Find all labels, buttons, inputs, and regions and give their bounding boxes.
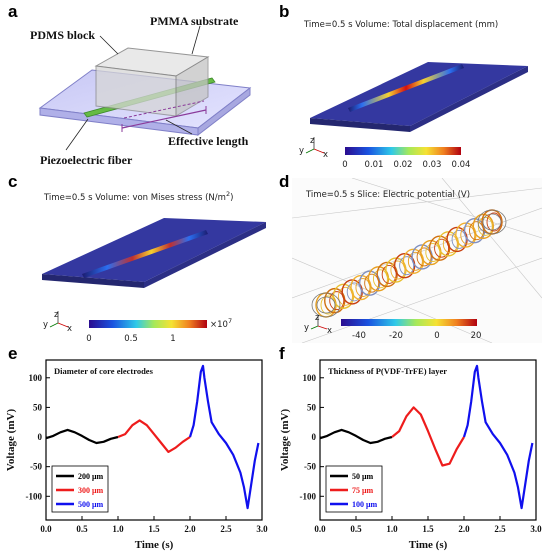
y-tick-label: -100 (300, 491, 317, 501)
svg-text:0.01: 0.01 (365, 160, 384, 170)
svg-text:z: z (310, 136, 315, 146)
panel-c-stress: Time=0.5 s Volume: von Mises stress (N/m… (42, 190, 266, 343)
svg-text:0.03: 0.03 (423, 160, 442, 170)
svg-text:y: y (299, 146, 304, 156)
colorbar-c (89, 320, 207, 328)
svg-text:-40: -40 (352, 331, 366, 341)
panel-label-d: d (279, 172, 290, 191)
colorbar-b (345, 147, 461, 155)
x-tick-label: 3.0 (530, 524, 542, 534)
colorbar-ticks-d: -40 -20 0 20 (352, 331, 481, 341)
panel-label-b: b (279, 2, 290, 21)
chart-f-series-0 (319, 428, 393, 445)
chart-f: Thickness of P(VDF-TrFE) layer 0.0 0.5 1.0 1… (279, 359, 542, 551)
panel-label-a: a (8, 2, 18, 21)
end-caps (311, 209, 507, 318)
plot-title: Thickness of P(VDF-TrFE) layer (328, 366, 447, 376)
chart-e-series-2 (188, 364, 260, 510)
y-tick-label: 50 (307, 402, 317, 412)
panel-b-displacement: Time=0.5 s Volume: Total displacement (m… (299, 20, 528, 170)
pdms-block-label: PDMS block (30, 28, 95, 42)
panel-label-c: c (8, 172, 18, 191)
colorbar-d (341, 319, 477, 326)
panel-label-f: f (279, 344, 285, 363)
svg-text:z: z (54, 310, 59, 320)
x-axis-label: Time (s) (409, 539, 448, 551)
svg-text:0.5: 0.5 (124, 334, 138, 343)
svg-text:0.04: 0.04 (452, 160, 471, 170)
chart-e-series-0 (45, 428, 119, 445)
panel-d-title: Time=0.5 s Slice: Electric potential (V) (305, 190, 470, 200)
pmma-substrate-label: PMMA substrate (150, 14, 239, 28)
x-tick-label: 0.0 (314, 524, 326, 534)
fiber-displacement-field (348, 64, 464, 112)
y-tick-label: 100 (29, 373, 43, 383)
panel-c-title: Time=0.5 s Volume: von Mises stress (N/m… (43, 190, 233, 203)
svg-text:×107: ×107 (210, 317, 232, 330)
x-tick-label: 2.5 (220, 524, 232, 534)
x-tick-label: 2.0 (184, 524, 196, 534)
fiber-stress-field (82, 230, 208, 278)
svg-text:x: x (327, 326, 332, 336)
x-tick-label: 3.0 (256, 524, 268, 534)
y-tick-label: 0 (38, 432, 43, 442)
svg-text:z: z (315, 313, 320, 323)
y-tick-label: 0 (312, 432, 317, 442)
legend-entry: 100 μm (352, 500, 378, 509)
legend-entry: 75 μm (352, 486, 374, 495)
y-axis-label: Voltage (mV) (5, 409, 17, 472)
axis-triad-c: z y x (43, 310, 72, 334)
plot-title: Diameter of core electrodes (54, 366, 154, 376)
y-axis-label: Voltage (mV) (279, 409, 291, 472)
y-tick-label: 50 (33, 402, 43, 412)
x-tick-label: 1.0 (112, 524, 124, 534)
svg-text:y: y (43, 320, 48, 330)
panel-b-title: Time=0.5 s Volume: Total displacement (m… (303, 20, 498, 30)
svg-text:-20: -20 (389, 331, 403, 341)
y-tick-label: 100 (303, 373, 317, 383)
pdms-block (94, 47, 210, 117)
y-tick-label: -50 (30, 462, 42, 472)
x-tick-label: 1.0 (386, 524, 398, 534)
x-tick-label: 2.5 (494, 524, 506, 534)
y-tick-label: -100 (26, 491, 43, 501)
chart-e-series-1 (117, 419, 191, 454)
piezoelectric-fiber-label: Piezoelectric fiber (40, 153, 133, 167)
axis-triad-d: z y x (304, 313, 332, 336)
chart-f-series-2 (462, 364, 534, 510)
svg-text:x: x (67, 324, 72, 334)
svg-text:x: x (323, 150, 328, 160)
x-tick-label: 0.5 (76, 524, 88, 534)
svg-text:0: 0 (434, 331, 439, 341)
x-tick-label: 1.5 (422, 524, 434, 534)
panel-d-potential: Time=0.5 s Slice: Electric potential (V)… (292, 178, 542, 343)
svg-text:0.02: 0.02 (394, 160, 413, 170)
panel-label-e: e (8, 344, 18, 363)
y-tick-label: -50 (304, 462, 316, 472)
panel-a-schematic: PDMS block PMMA substrate Effective leng… (30, 14, 252, 167)
effective-length-marker (121, 100, 207, 132)
axis-triad-b: z y x (299, 136, 328, 160)
svg-text:0: 0 (342, 160, 347, 170)
legend-entry: 300 μm (78, 486, 104, 495)
x-tick-label: 0.0 (40, 524, 52, 534)
legend-entry: 500 μm (78, 500, 104, 509)
colorbar-ticks-b: 0 0.01 0.02 0.03 0.04 (342, 160, 470, 170)
svg-text:20: 20 (471, 331, 482, 341)
x-tick-label: 2.0 (458, 524, 470, 534)
effective-length-label: Effective length (168, 134, 249, 148)
svg-text:1: 1 (170, 334, 175, 343)
x-tick-label: 1.5 (148, 524, 160, 534)
chart-f-series-1 (391, 406, 465, 467)
svg-text:y: y (304, 323, 309, 333)
x-axis-label: Time (s) (135, 539, 174, 551)
legend-entry: 50 μm (352, 472, 374, 481)
legend-entry: 200 μm (78, 472, 104, 481)
substrate-plate (310, 62, 528, 126)
chart-e: Diameter of core electrodes 0.0 0.5 1.0 1.5 2… (5, 359, 268, 551)
colorbar-ticks-c: 0 0.5 1 ×107 (86, 317, 232, 343)
svg-text:0: 0 (86, 334, 91, 343)
x-tick-label: 0.5 (350, 524, 362, 534)
